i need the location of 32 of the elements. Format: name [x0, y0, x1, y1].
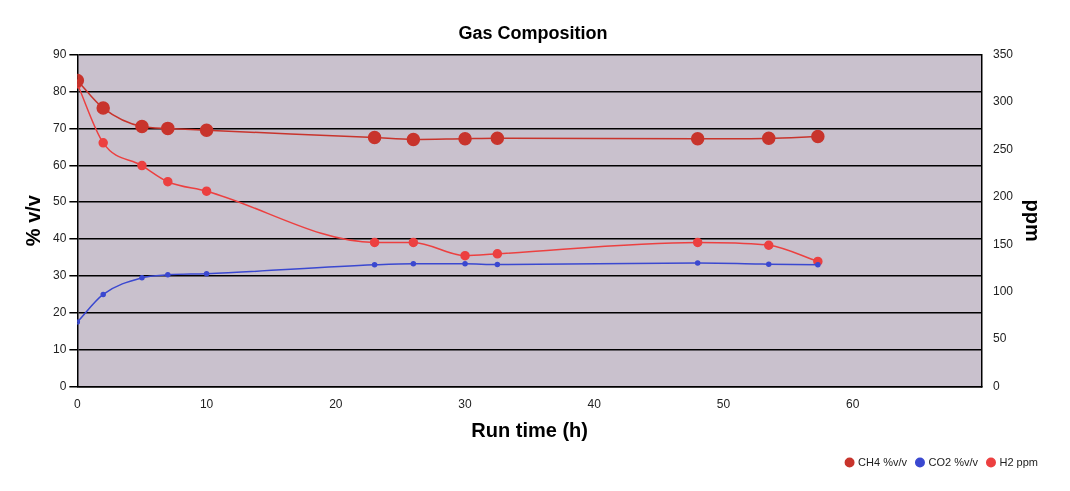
x-tick-label: 0 [74, 397, 81, 412]
y2-tick-label: 350 [992, 46, 1014, 61]
y2-tick-label: 100 [992, 284, 1014, 299]
legend-label: CO2 %v/v [928, 455, 979, 468]
y2-tick-label: 50 [992, 331, 1007, 346]
x-tick-label: 60 [846, 397, 860, 412]
y-tick-label: 60 [52, 157, 67, 172]
y-axis-title: % v/v [21, 194, 44, 247]
y2-axis-title: ppm [1022, 199, 1045, 242]
y2-tick-label: 0 [992, 378, 1000, 393]
y-tick-label: 70 [52, 120, 67, 135]
y-tick-label: 10 [52, 342, 67, 357]
y2-tick-label: 250 [992, 141, 1014, 156]
y-tick-label: 90 [52, 46, 67, 61]
y2-tick-label: 150 [992, 236, 1014, 251]
legend-label: CH4 %v/v [858, 455, 908, 468]
y-tick-label: 40 [52, 231, 67, 246]
y-tick-label: 20 [52, 305, 67, 320]
x-tick-label: 30 [458, 397, 473, 412]
x-tick-label: 50 [716, 397, 731, 412]
y2-tick-label: 200 [992, 189, 1014, 204]
x-tick-label: 20 [329, 397, 343, 412]
y2-tick-label: 300 [992, 94, 1014, 109]
y-tick-label: 0 [59, 378, 67, 393]
x-axis-title: Run time (h) [471, 418, 588, 441]
y-tick-label: 80 [52, 83, 67, 98]
y-tick-label: 30 [52, 268, 67, 283]
x-tick-label: 40 [587, 397, 602, 412]
legend-label: H2 ppm [999, 455, 1039, 468]
chart-title: Gas Composition [458, 22, 608, 43]
x-tick-label: 10 [199, 397, 214, 412]
y-tick-label: 50 [52, 194, 67, 209]
